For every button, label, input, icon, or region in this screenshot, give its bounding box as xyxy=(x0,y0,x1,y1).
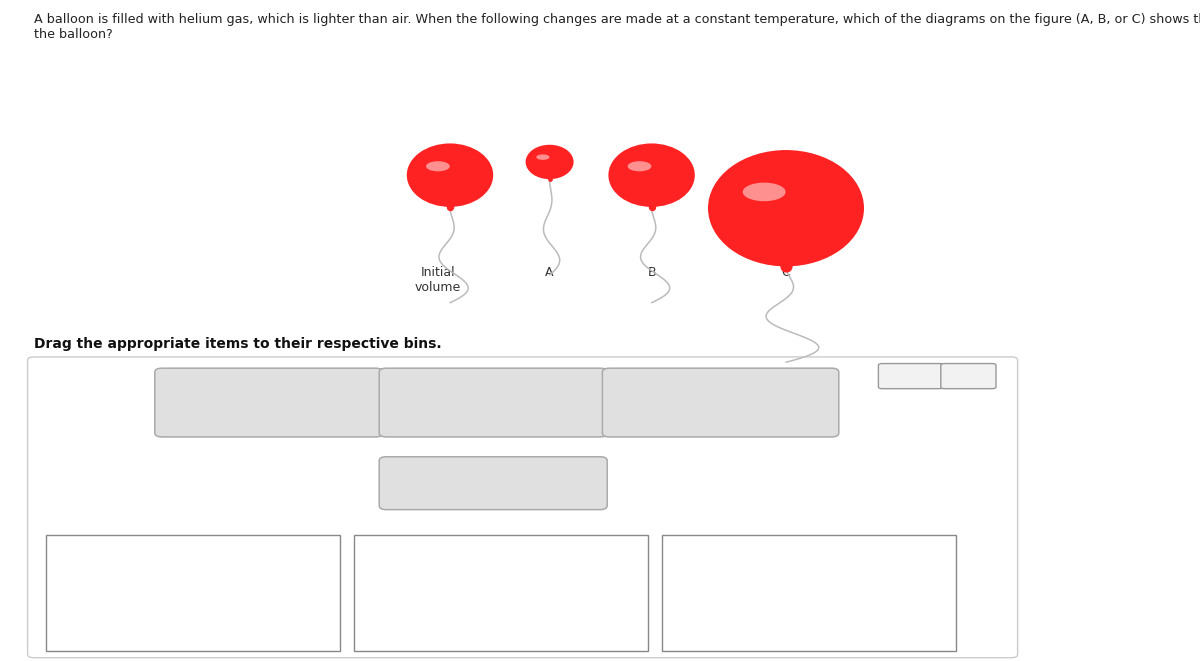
Text: The balloon is placed at the bottom of
a pool where there is greater
pressure.: The balloon is placed at the bottom of a… xyxy=(612,384,829,421)
FancyBboxPatch shape xyxy=(665,568,954,650)
Text: Drag the appropriate items to their respective bins.: Drag the appropriate items to their resp… xyxy=(34,337,442,351)
Text: C: C xyxy=(781,266,791,279)
FancyBboxPatch shape xyxy=(155,368,383,437)
Text: The balloon is outside at 4 °C and
brought inside at 21 °C: The balloon is outside at 4 °C and broug… xyxy=(397,471,589,495)
Text: B: B xyxy=(460,542,474,560)
Text: the balloon?: the balloon? xyxy=(34,28,113,41)
Ellipse shape xyxy=(526,145,574,179)
Ellipse shape xyxy=(426,161,450,171)
Text: A: A xyxy=(545,266,554,279)
Ellipse shape xyxy=(628,161,652,171)
FancyBboxPatch shape xyxy=(48,568,337,650)
Text: Diagram: Diagram xyxy=(58,542,149,561)
Text: A: A xyxy=(151,542,166,560)
Text: Help: Help xyxy=(955,371,982,381)
FancyBboxPatch shape xyxy=(28,357,1018,658)
Text: The balloon is warmed and then
cooled to its initial temperature and
the pressur: The balloon is warmed and then cooled to… xyxy=(166,384,372,421)
FancyBboxPatch shape xyxy=(354,535,648,651)
Ellipse shape xyxy=(536,155,550,160)
FancyBboxPatch shape xyxy=(878,364,943,389)
FancyBboxPatch shape xyxy=(941,364,996,389)
FancyBboxPatch shape xyxy=(379,368,607,437)
Ellipse shape xyxy=(743,182,786,201)
Ellipse shape xyxy=(608,143,695,207)
FancyBboxPatch shape xyxy=(46,535,340,651)
Text: Reset: Reset xyxy=(895,371,926,381)
Text: Diagram: Diagram xyxy=(366,542,457,561)
Text: B: B xyxy=(647,266,656,279)
Ellipse shape xyxy=(708,150,864,266)
FancyBboxPatch shape xyxy=(356,568,646,650)
FancyBboxPatch shape xyxy=(602,368,839,437)
Text: A balloon is filled with helium gas, which is lighter than air. When the followi: A balloon is filled with helium gas, whi… xyxy=(34,13,1200,26)
Text: Diagram: Diagram xyxy=(674,542,766,561)
Text: The balloon is taken to the top of a
mountain where there is a decrease in
press: The balloon is taken to the top of a mou… xyxy=(383,384,604,421)
Text: C: C xyxy=(768,542,782,560)
Ellipse shape xyxy=(407,143,493,207)
Text: Initial
volume: Initial volume xyxy=(415,266,461,293)
FancyBboxPatch shape xyxy=(379,457,607,510)
FancyBboxPatch shape xyxy=(662,535,956,651)
